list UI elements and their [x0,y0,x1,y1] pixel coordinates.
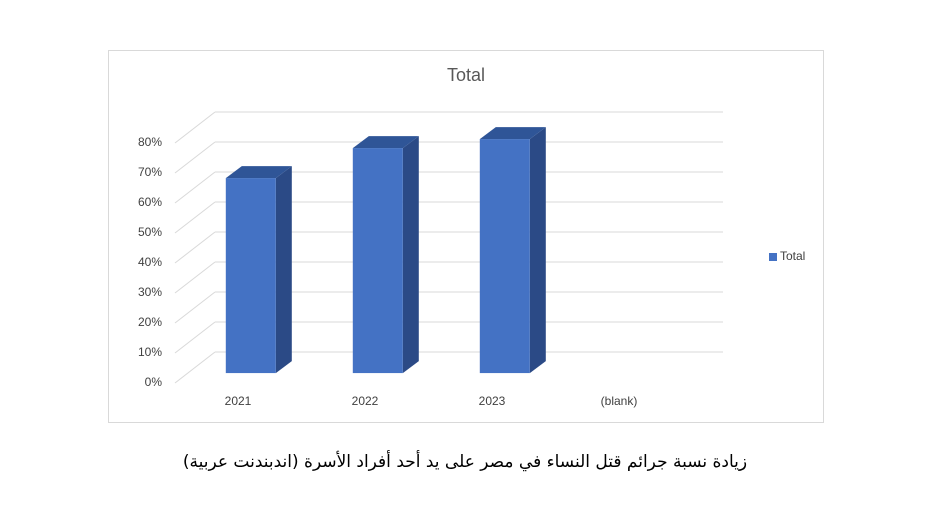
bar [352,148,403,374]
bar-top [479,127,546,140]
grid-line-depth [174,231,216,264]
caption: زيادة نسبة جرائم قتل النساء في مصر على ي… [183,450,747,472]
bar-side [529,127,546,374]
grid-line-depth [174,171,216,204]
grid-line-depth [174,111,216,144]
grid-line-depth [174,291,216,324]
y-tick-label: 40% [138,255,162,269]
y-tick-label: 50% [138,225,162,239]
chart-area [108,50,824,423]
y-tick-label: 20% [138,315,162,329]
grid-line-depth [174,141,216,174]
chart-title: Total [447,65,485,85]
bar-side [402,136,419,374]
grid-line-depth [174,261,216,294]
legend-label: Total [780,249,805,263]
y-tick-label: 10% [138,345,162,359]
grid-line-depth [174,321,216,354]
bar-side [275,166,292,374]
x-tick-label: 2022 [352,394,379,408]
x-tick-label: 2021 [225,394,252,408]
bar [479,139,530,374]
bar-top [352,136,419,149]
x-tick-label: 2023 [479,394,506,408]
bar-top [225,166,292,179]
y-tick-label: 70% [138,165,162,179]
y-tick-label: 30% [138,285,162,299]
grid-line-depth [174,351,216,384]
legend-swatch [769,253,777,261]
grid-line-depth [174,201,216,234]
x-tick-label: (blank) [601,394,638,408]
y-tick-label: 80% [138,135,162,149]
y-tick-label: 60% [138,195,162,209]
y-tick-label: 0% [145,375,163,389]
bar [225,178,276,374]
